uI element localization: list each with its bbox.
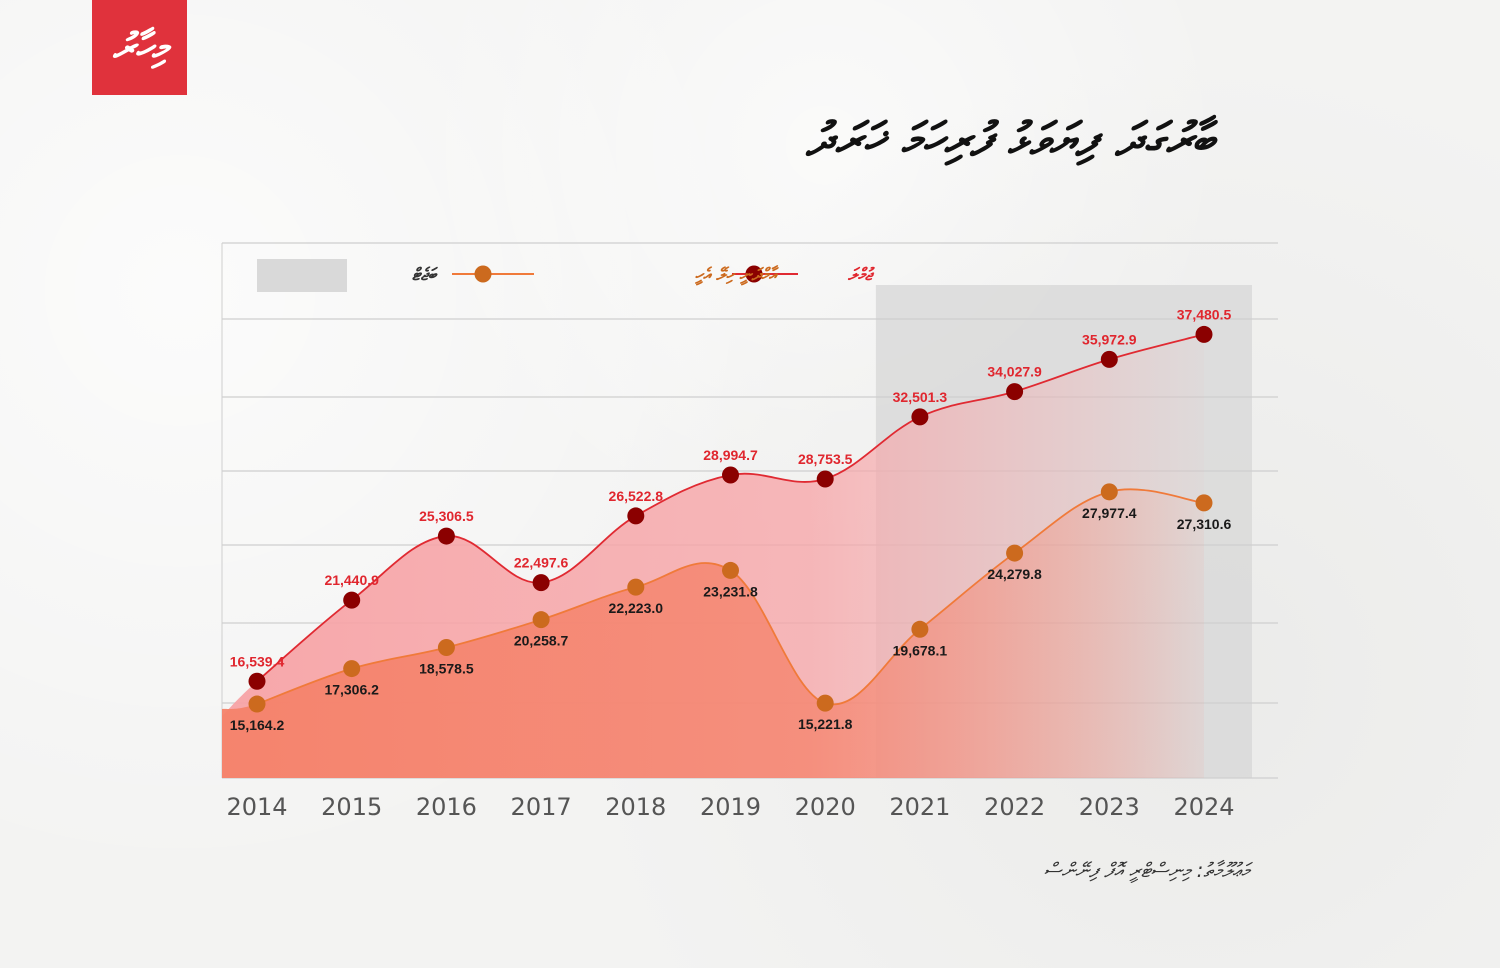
- total-point-2023: [1100, 350, 1118, 368]
- page-title: ބާރުގަދަ ފިޔަވަޅު ފުރިހަމަ ޚަރަދު: [806, 112, 1215, 166]
- total-label-2015: 21,440.9: [324, 572, 379, 588]
- x-tick-2019: 2019: [700, 793, 761, 821]
- revenue-point-2022: [1006, 544, 1024, 562]
- total-point-2024: [1195, 325, 1213, 343]
- revenue-label-2020: 15,221.8: [798, 716, 853, 732]
- legend-total-label: ޖުމްލަ: [847, 265, 875, 285]
- total-label-2017: 22,497.6: [514, 555, 569, 571]
- x-tick-2024: 2024: [1173, 793, 1234, 821]
- total-line: [256, 333, 1205, 682]
- total-label-2023: 35,972.9: [1082, 331, 1137, 347]
- revenue-label-2021: 19,678.1: [893, 642, 948, 658]
- revenue-label-2023: 27,977.4: [1082, 505, 1137, 521]
- total-point-2017: [532, 574, 550, 592]
- legend-total-marker: [745, 265, 763, 283]
- x-tick-2017: 2017: [511, 793, 572, 821]
- x-tick-2021: 2021: [889, 793, 950, 821]
- total-label-2024: 37,480.5: [1177, 306, 1232, 322]
- total-point-2019: [722, 466, 739, 484]
- revenue-label-2024: 27,310.6: [1177, 516, 1232, 532]
- revenue-line: [256, 488, 1205, 706]
- revenue-point-2018: [627, 578, 645, 596]
- revenue-label-2019: 23,231.8: [703, 583, 758, 599]
- source-note: މަޢުލޫމާތު: މިނިސްޓްރީ އޮފް ފިނޭންސް: [1043, 858, 1250, 882]
- revenue-point-2016: [437, 639, 455, 657]
- total-label-2020: 28,753.5: [798, 451, 853, 467]
- revenue-point-2021: [911, 620, 929, 638]
- x-tick-2023: 2023: [1079, 793, 1140, 821]
- x-tick-2020: 2020: [795, 793, 856, 821]
- revenue-label-2017: 20,258.7: [514, 633, 569, 649]
- legend-shade-label: ބަޖެޓް: [412, 265, 438, 285]
- revenue-point-2019: [722, 561, 739, 579]
- total-label-2018: 26,522.8: [609, 488, 664, 504]
- revenue-point-2023: [1100, 483, 1118, 501]
- total-label-2022: 34,027.9: [987, 364, 1042, 380]
- legend-revenue-marker: [474, 265, 492, 283]
- x-tick-2015: 2015: [321, 793, 382, 821]
- legend-revenue-label: އާމްދަނީ ހިލޭ އެހީ: [695, 265, 779, 286]
- revenue-label-2018: 22,223.0: [609, 600, 664, 616]
- x-tick-2016: 2016: [416, 793, 477, 821]
- total-point-2016: [437, 527, 455, 545]
- total-point-2022: [1006, 383, 1024, 401]
- total-label-2019: 28,994.7: [703, 447, 758, 463]
- revenue-label-2016: 18,578.5: [419, 661, 474, 677]
- total-label-2016: 25,306.5: [419, 508, 474, 524]
- revenue-point-2014: [248, 695, 266, 713]
- total-point-2021: [911, 408, 929, 426]
- logo: މިހާރު: [92, 0, 187, 95]
- revenue-point-2024: [1195, 494, 1213, 512]
- logo-text: މިހާރު: [112, 25, 167, 69]
- revenue-point-2017: [532, 611, 550, 629]
- total-label-2014: 16,539.4: [230, 653, 285, 669]
- total-label-2021: 32,501.3: [893, 389, 948, 405]
- total-point-2014: [248, 672, 266, 690]
- revenue-label-2015: 17,306.2: [324, 682, 379, 698]
- revenue-point-2020: [816, 694, 834, 712]
- legend-shade-swatch: [257, 259, 347, 292]
- revenue-label-2014: 15,164.2: [230, 717, 285, 733]
- total-point-2015: [343, 591, 361, 609]
- revenue-label-2022: 24,279.8: [987, 566, 1042, 582]
- x-tick-2022: 2022: [984, 793, 1045, 821]
- total-point-2018: [627, 507, 645, 525]
- x-tick-2014: 2014: [226, 793, 287, 821]
- x-tick-2018: 2018: [605, 793, 666, 821]
- total-point-2020: [816, 470, 834, 488]
- revenue-point-2015: [343, 660, 361, 678]
- revenue-area: [222, 489, 1204, 778]
